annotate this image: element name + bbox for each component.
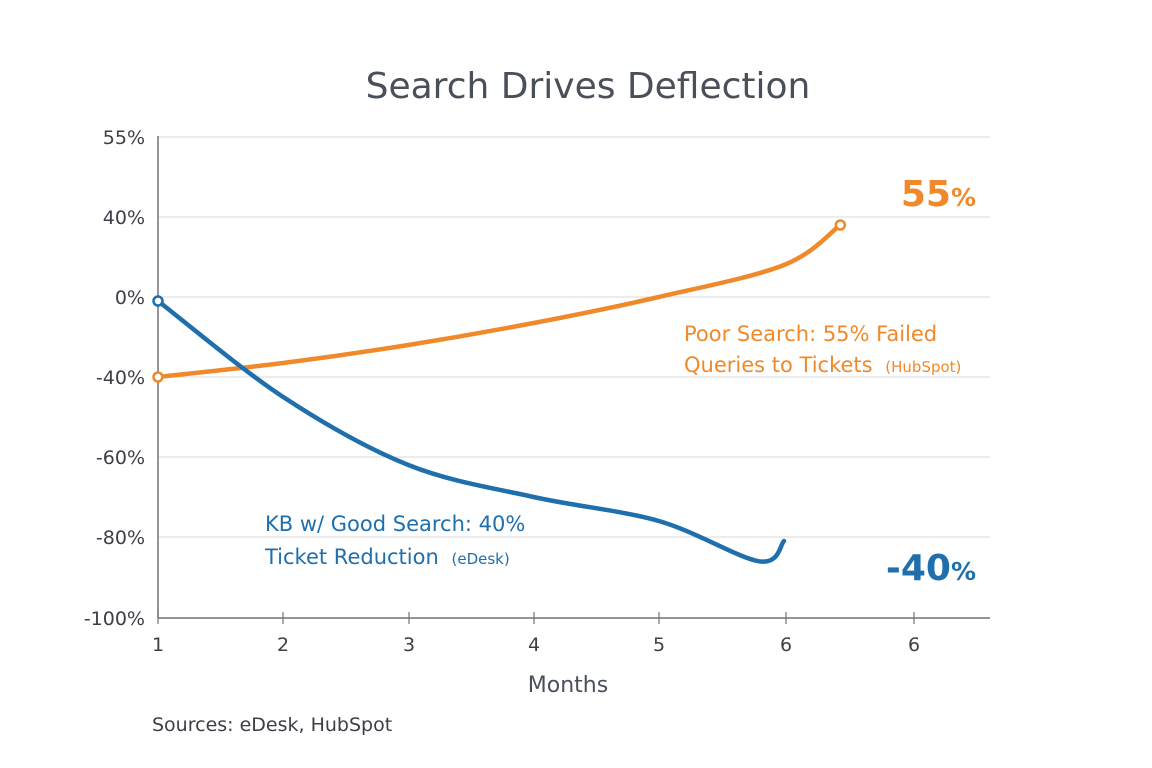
x-tick-label: 5 xyxy=(653,634,665,656)
annotation-good-search-2: Ticket Reduction (eDesk) xyxy=(264,545,510,569)
annotation-good-search-source: (eDesk) xyxy=(451,550,509,568)
y-tick-label: 0% xyxy=(115,287,145,309)
x-tick-label: 2 xyxy=(277,634,289,656)
source-note: Sources: eDesk, HubSpot xyxy=(152,714,392,736)
y-tick-label: -60% xyxy=(96,447,145,469)
annotation-poor-search-line2: Queries to Tickets xyxy=(684,353,873,377)
x-tick-label: 6 xyxy=(780,634,792,656)
end-label-good-search-value: -40 xyxy=(886,548,951,589)
annotation-good-search-line2: Ticket Reduction xyxy=(264,545,439,569)
series-end-marker xyxy=(834,219,847,231)
annotation-poor-search-2: Queries to Tickets (HubSpot) xyxy=(684,353,961,377)
y-tick-label: -40% xyxy=(96,367,145,389)
end-label-good-search-unit: % xyxy=(951,557,976,586)
annotation-poor-search-source: (HubSpot) xyxy=(885,358,961,376)
chart-title: Search Drives Deflection xyxy=(366,66,811,107)
x-axis-ticks: 1 2 3 4 5 6 6 xyxy=(152,612,920,656)
x-tick-label: 4 xyxy=(528,634,540,656)
y-tick-label: -100% xyxy=(84,608,145,630)
end-label-poor-search: 55% xyxy=(901,174,976,215)
x-tick-label: 1 xyxy=(152,634,164,656)
x-tick-label: 6 xyxy=(908,634,920,656)
series-lines xyxy=(152,219,847,564)
series-line-good-search xyxy=(155,298,787,564)
x-tick-label: 3 xyxy=(403,634,415,656)
end-label-good-search: -40% xyxy=(886,548,976,589)
series-line-poor-search xyxy=(155,222,843,380)
y-tick-label: 55% xyxy=(103,127,145,149)
y-axis-ticks: 55% 40% 0% -40% -60% -80% -100% xyxy=(84,127,145,630)
y-tick-label: -80% xyxy=(96,527,145,549)
y-tick-label: 40% xyxy=(103,207,145,229)
annotation-poor-search: Poor Search: 55% Failed xyxy=(684,322,937,346)
annotation-poor-search-line1: Poor Search: 55% Failed xyxy=(684,322,937,346)
end-label-poor-search-value: 55 xyxy=(901,174,951,215)
series-start-marker xyxy=(152,295,164,307)
annotation-good-search: KB w/ Good Search: 40% xyxy=(265,512,525,536)
annotation-good-search-line1: KB w/ Good Search: 40% xyxy=(265,512,525,536)
end-label-poor-search-unit: % xyxy=(951,183,976,212)
x-axis-label: Months xyxy=(528,673,608,698)
series-start-marker xyxy=(152,371,164,383)
